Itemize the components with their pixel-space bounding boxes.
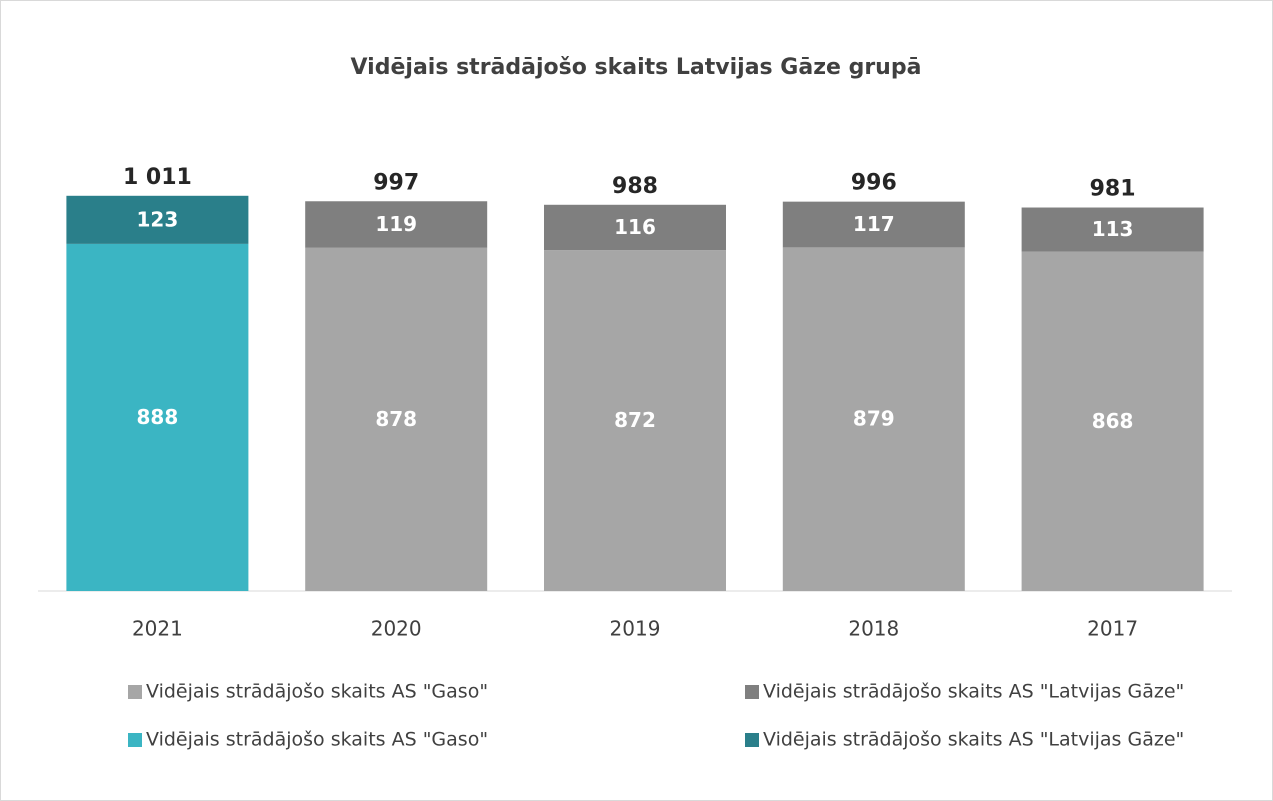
data-label: 119 xyxy=(375,212,417,236)
data-label: 879 xyxy=(853,407,895,431)
data-label: 868 xyxy=(1092,409,1134,433)
bar-segment xyxy=(544,250,726,592)
total-label: 988 xyxy=(612,174,658,199)
total-label: 997 xyxy=(373,170,419,195)
bar-segment xyxy=(305,247,488,592)
x-tick-label: 2020 xyxy=(371,617,422,641)
data-label: 878 xyxy=(375,407,417,431)
bar-segment xyxy=(782,201,965,248)
x-tick-label: 2017 xyxy=(1087,617,1138,641)
x-tick-label: 2021 xyxy=(132,617,183,641)
legend-label: Vidējais strādājošo skaits AS "Gaso" xyxy=(146,729,488,751)
total-label: 981 xyxy=(1090,177,1136,202)
bar-segment xyxy=(66,195,249,244)
data-label: 872 xyxy=(614,408,656,432)
legend-label: Vidējais strādājošo skaits AS "Latvijas … xyxy=(763,681,1184,703)
legend-swatch xyxy=(745,685,759,699)
total-label: 1 011 xyxy=(123,165,192,190)
data-label: 116 xyxy=(614,215,656,239)
legend-label: Vidējais strādājošo skaits AS "Gaso" xyxy=(146,681,488,703)
data-label: 113 xyxy=(1092,217,1134,241)
x-tick-label: 2018 xyxy=(848,617,899,641)
bar-segment xyxy=(1021,207,1204,252)
x-tick-label: 2019 xyxy=(610,617,661,641)
legend-swatch xyxy=(128,733,142,747)
data-label: 117 xyxy=(853,212,895,236)
bar-segment xyxy=(305,201,488,248)
bar-segment xyxy=(544,204,726,251)
legend-swatch xyxy=(128,685,142,699)
bar-segment xyxy=(782,247,965,591)
legend-swatch xyxy=(745,733,759,747)
data-label: 123 xyxy=(137,207,179,231)
total-label: 996 xyxy=(851,171,897,196)
data-label: 888 xyxy=(137,405,179,429)
bar-segment xyxy=(1021,251,1204,591)
bar-segment xyxy=(66,243,249,591)
legend-label: Vidējais strādājošo skaits AS "Latvijas … xyxy=(763,729,1184,751)
chart-title: Vidējais strādājošo skaits Latvijas Gāze… xyxy=(351,55,922,80)
